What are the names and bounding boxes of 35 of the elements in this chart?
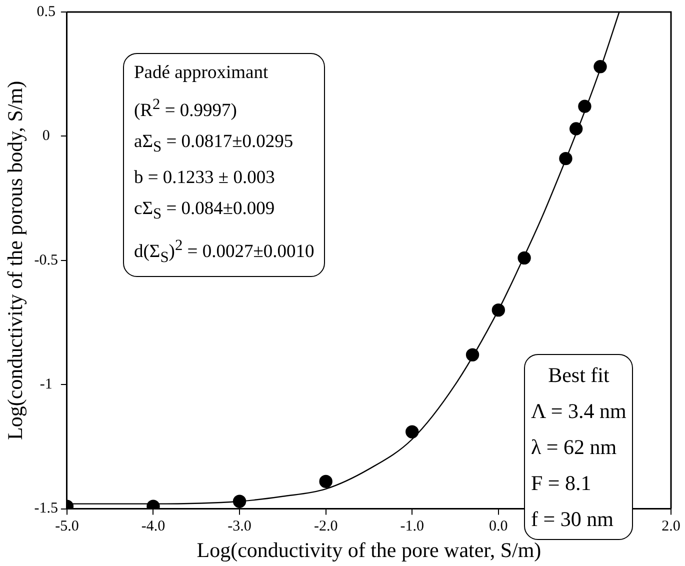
point xyxy=(578,100,592,113)
point xyxy=(492,303,506,317)
point xyxy=(319,474,332,488)
x-tick-label: -4.0 xyxy=(141,518,166,535)
x-axis-title: Log(conductivity of the pore water, S/m) xyxy=(196,538,542,562)
point xyxy=(594,60,607,74)
point xyxy=(569,122,583,136)
x-tick-label: -2.0 xyxy=(314,518,338,535)
annotation: b = 0.1233 ± 0.003 xyxy=(134,166,276,190)
y-tick-label: -1 xyxy=(40,376,52,393)
annotation: Padé approximant xyxy=(134,62,270,85)
y-tick-label: -0.5 xyxy=(34,252,58,268)
x-tick-label: -5.0 xyxy=(55,518,79,535)
y-axis-title: Log(conductivity of the porous body, S/m) xyxy=(3,80,28,440)
y-tick-label: 0.5 xyxy=(36,4,56,20)
x-tick-label: -3.0 xyxy=(228,518,252,535)
annotation: Λ = 3.4 nm xyxy=(531,398,626,425)
x-tick-label: 0.0 xyxy=(489,518,508,535)
point xyxy=(232,494,246,508)
annotation: (R$^{2}$ = 0.9997) xyxy=(134,95,238,124)
annotation: λ = 62 nm xyxy=(531,434,618,461)
point xyxy=(518,251,531,265)
y-tick-label: -1.5 xyxy=(34,500,58,517)
x-tick-label: -1.0 xyxy=(400,518,424,535)
x-tick-label: 2.0 xyxy=(662,518,680,535)
annotation: aΣ$_{S}$ = 0.0817±0.0295 xyxy=(134,131,294,158)
y-tick-label: 0 xyxy=(42,128,50,144)
annotation: Best fit xyxy=(547,362,610,389)
annotation: cΣ$_{S}$ = 0.084±0.009 xyxy=(134,198,276,225)
point xyxy=(466,348,480,362)
annotation: F = 8.1 xyxy=(531,470,592,497)
point xyxy=(559,152,572,166)
annotation: f = 30 nm xyxy=(531,506,614,533)
annotation: d(Σ$_{S}$)$^{2}$ = 0.0027±0.0010 xyxy=(134,236,314,268)
point xyxy=(406,425,419,438)
